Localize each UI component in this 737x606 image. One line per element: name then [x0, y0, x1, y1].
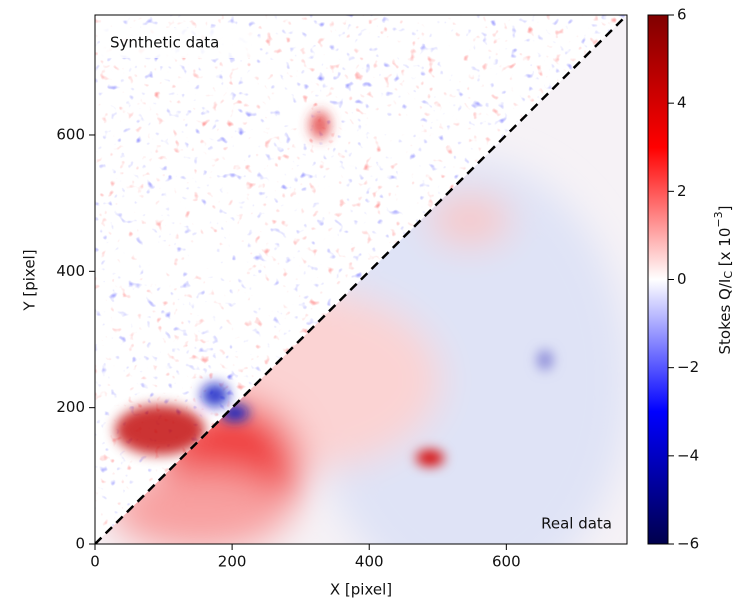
colorbar-tick-label: 4	[677, 94, 687, 112]
x-tick-label: 400	[355, 553, 384, 571]
colorbar-tick-label: −4	[677, 446, 699, 464]
y-tick-label: 600	[56, 125, 85, 143]
colorbar-tick-label: −6	[677, 535, 699, 553]
y-axis-label: Y [pixel]	[21, 249, 39, 311]
colorbar-tick-label: −2	[677, 358, 699, 376]
colorbar-tick-label: 2	[677, 182, 687, 200]
colorbar-tick-label: 0	[677, 270, 687, 288]
y-tick-label: 200	[56, 398, 85, 416]
label-part: Stokes Q/I	[716, 279, 734, 355]
label-sub: C	[722, 271, 735, 279]
label-part: [x 10	[716, 228, 734, 271]
x-tick-label: 200	[218, 553, 247, 571]
annotation: Synthetic data	[110, 34, 219, 52]
plot-frame	[94, 14, 628, 545]
y-tick-label: 400	[56, 262, 85, 280]
annotation: Real data	[541, 515, 612, 533]
annotation-box	[100, 28, 256, 58]
label-sup: −3	[712, 211, 725, 227]
label-part: ]	[716, 206, 734, 212]
colorbar	[647, 14, 669, 545]
x-tick-label: 0	[90, 553, 100, 571]
x-axis-label: X [pixel]	[330, 581, 392, 599]
colorbar-tick-label: 6	[677, 6, 687, 24]
diagonal-divider	[95, 15, 627, 544]
x-tick-label: 600	[492, 553, 521, 571]
colorbar-label: Stokes Q/IC [x 10−3]	[712, 206, 735, 355]
y-tick-label: 0	[75, 535, 85, 553]
